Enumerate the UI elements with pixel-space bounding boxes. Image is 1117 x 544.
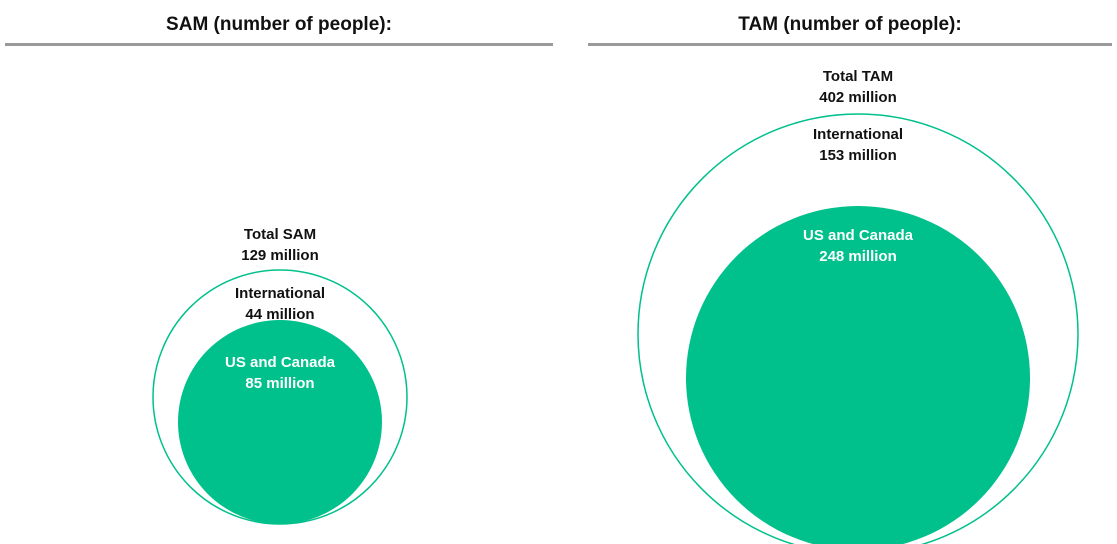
tam-us-canada-value: 248 million — [819, 248, 897, 265]
tam-international-value: 153 million — [819, 147, 897, 164]
tam-total-value: 402 million — [819, 89, 897, 106]
tam-us-canada-label: US and Canada — [803, 227, 914, 244]
sam-us-canada-circle — [178, 320, 382, 524]
sam-divider — [5, 43, 553, 46]
tam-us-canada-circle — [686, 206, 1030, 544]
tam-total-circle — [637, 113, 1079, 544]
tam-total-label: Total TAM — [823, 68, 893, 85]
sam-title: SAM (number of people): — [166, 14, 392, 35]
sam-panel: Total SAM 129 million International 44 m… — [152, 226, 408, 525]
sam-us-canada-label: US and Canada — [225, 354, 336, 371]
sam-total-value: 129 million — [241, 247, 319, 264]
sam-international-label: International — [235, 285, 325, 302]
sam-international-value: 44 million — [245, 306, 314, 323]
sam-total-label: Total SAM — [244, 226, 316, 243]
tam-panel: Total TAM 402 million International 153 … — [637, 68, 1079, 544]
tam-international-label: International — [813, 126, 903, 143]
sam-us-canada-value: 85 million — [245, 375, 314, 392]
tam-title: TAM (number of people): — [738, 14, 962, 35]
tam-divider — [588, 43, 1112, 46]
